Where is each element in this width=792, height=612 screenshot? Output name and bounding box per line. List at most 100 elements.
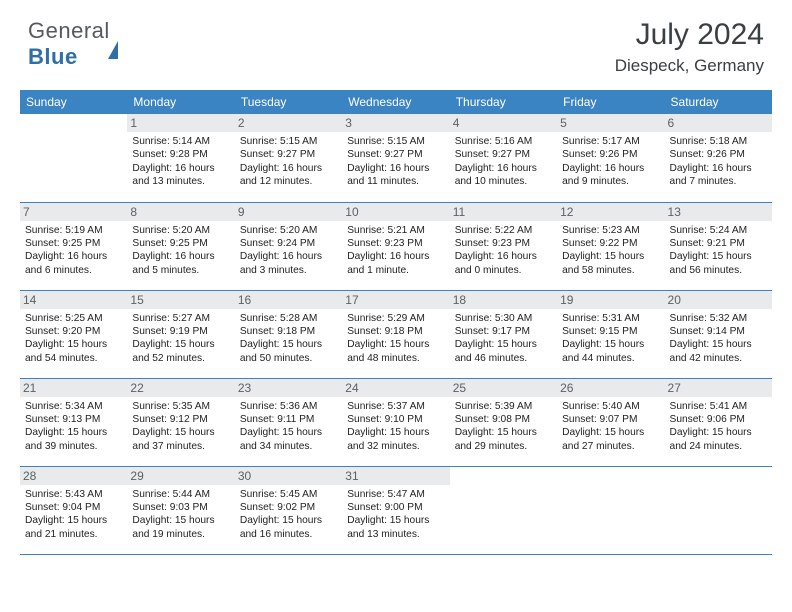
day-details: Sunrise: 5:31 AMSunset: 9:15 PMDaylight:… — [562, 312, 659, 366]
day-number: 7 — [20, 203, 127, 221]
brand-triangle-icon — [108, 16, 118, 59]
day-details: Sunrise: 5:14 AMSunset: 9:28 PMDaylight:… — [132, 135, 229, 189]
brand-part2: Blue — [28, 44, 78, 69]
calendar-week-row: 7 Sunrise: 5:19 AMSunset: 9:25 PMDaylight… — [20, 202, 772, 290]
calendar-day-cell — [557, 466, 664, 554]
day-details: Sunrise: 5:44 AMSunset: 9:03 PMDaylight:… — [132, 488, 229, 542]
calendar-day-cell: 1 Sunrise: 5:14 AMSunset: 9:28 PMDaylight… — [127, 114, 234, 202]
day-details: Sunrise: 5:40 AMSunset: 9:07 PMDaylight:… — [562, 400, 659, 454]
calendar-week-row: 21 Sunrise: 5:34 AMSunset: 9:13 PMDayligh… — [20, 378, 772, 466]
day-details: Sunrise: 5:28 AMSunset: 9:18 PMDaylight:… — [240, 312, 337, 366]
weekday-header: Friday — [557, 90, 664, 114]
day-number: 8 — [127, 203, 234, 221]
day-number: 15 — [127, 291, 234, 309]
calendar-week-row: 14 Sunrise: 5:25 AMSunset: 9:20 PMDayligh… — [20, 290, 772, 378]
day-number: 10 — [342, 203, 449, 221]
weekday-header: Wednesday — [342, 90, 449, 114]
brand-part1: General — [28, 18, 110, 43]
day-details: Sunrise: 5:20 AMSunset: 9:25 PMDaylight:… — [132, 224, 229, 278]
calendar-day-cell: 20Sunrise: 5:32 AMSunset: 9:14 PMDayligh… — [665, 290, 772, 378]
calendar-week-row: 28Sunrise: 5:43 AMSunset: 9:04 PMDayligh… — [20, 466, 772, 554]
calendar-day-cell: 23Sunrise: 5:36 AMSunset: 9:11 PMDayligh… — [235, 378, 342, 466]
day-number: 14 — [20, 291, 127, 309]
location-label: Diespeck, Germany — [615, 56, 764, 76]
header: General Blue July 2024 Diespeck, Germany — [0, 0, 792, 82]
calendar-day-cell: 10 Sunrise: 5:21 AMSunset: 9:23 PMDayligh… — [342, 202, 449, 290]
day-details: Sunrise: 5:19 AMSunset: 9:25 PMDaylight:… — [25, 224, 122, 278]
weekday-header: Sunday — [20, 90, 127, 114]
day-number: 26 — [557, 379, 664, 397]
day-number: 19 — [557, 291, 664, 309]
day-details: Sunrise: 5:22 AMSunset: 9:23 PMDaylight:… — [455, 224, 552, 278]
day-details: Sunrise: 5:27 AMSunset: 9:19 PMDaylight:… — [132, 312, 229, 366]
day-details: Sunrise: 5:34 AMSunset: 9:13 PMDaylight:… — [25, 400, 122, 454]
calendar-day-cell — [450, 466, 557, 554]
calendar-day-cell: 5Sunrise: 5:17 AMSunset: 9:26 PMDaylight… — [557, 114, 664, 202]
day-details: Sunrise: 5:29 AMSunset: 9:18 PMDaylight:… — [347, 312, 444, 366]
calendar-day-cell: 21 Sunrise: 5:34 AMSunset: 9:13 PMDayligh… — [20, 378, 127, 466]
day-details: Sunrise: 5:35 AMSunset: 9:12 PMDaylight:… — [132, 400, 229, 454]
calendar-day-cell: 13 Sunrise: 5:24 AMSunset: 9:21 PMDayligh… — [665, 202, 772, 290]
calendar-day-cell — [20, 114, 127, 202]
calendar-day-cell: 29Sunrise: 5:44 AMSunset: 9:03 PMDayligh… — [127, 466, 234, 554]
brand-text: General Blue — [28, 18, 118, 70]
day-number: 31 — [342, 467, 449, 485]
calendar-day-cell: 7 Sunrise: 5:19 AMSunset: 9:25 PMDaylight… — [20, 202, 127, 290]
day-details: Sunrise: 5:18 AMSunset: 9:26 PMDaylight:… — [670, 135, 767, 189]
calendar-day-cell: 12Sunrise: 5:23 AMSunset: 9:22 PMDayligh… — [557, 202, 664, 290]
brand-logo: General Blue — [28, 18, 118, 70]
day-details: Sunrise: 5:16 AMSunset: 9:27 PMDaylight:… — [455, 135, 552, 189]
calendar-day-cell — [665, 466, 772, 554]
calendar-day-cell: 3Sunrise: 5:15 AMSunset: 9:27 PMDaylight… — [342, 114, 449, 202]
calendar-body: 1 Sunrise: 5:14 AMSunset: 9:28 PMDaylight… — [20, 114, 772, 554]
day-number: 6 — [665, 114, 772, 132]
calendar-day-cell: 24 Sunrise: 5:37 AMSunset: 9:10 PMDayligh… — [342, 378, 449, 466]
day-number: 16 — [235, 291, 342, 309]
day-number: 4 — [450, 114, 557, 132]
calendar-day-cell: 16 Sunrise: 5:28 AMSunset: 9:18 PMDayligh… — [235, 290, 342, 378]
calendar-day-cell: 14 Sunrise: 5:25 AMSunset: 9:20 PMDayligh… — [20, 290, 127, 378]
day-details: Sunrise: 5:24 AMSunset: 9:21 PMDaylight:… — [670, 224, 767, 278]
day-details: Sunrise: 5:41 AMSunset: 9:06 PMDaylight:… — [670, 400, 767, 454]
day-number: 9 — [235, 203, 342, 221]
calendar-day-cell: 31 Sunrise: 5:47 AMSunset: 9:00 PMDayligh… — [342, 466, 449, 554]
day-number: 21 — [20, 379, 127, 397]
day-details: Sunrise: 5:15 AMSunset: 9:27 PMDaylight:… — [240, 135, 337, 189]
day-details: Sunrise: 5:25 AMSunset: 9:20 PMDaylight:… — [25, 312, 122, 366]
day-details: Sunrise: 5:47 AMSunset: 9:00 PMDaylight:… — [347, 488, 444, 542]
day-number: 18 — [450, 291, 557, 309]
calendar-day-cell: 28Sunrise: 5:43 AMSunset: 9:04 PMDayligh… — [20, 466, 127, 554]
weekday-header: Thursday — [450, 90, 557, 114]
day-details: Sunrise: 5:36 AMSunset: 9:11 PMDaylight:… — [240, 400, 337, 454]
calendar-day-cell: 2Sunrise: 5:15 AMSunset: 9:27 PMDaylight… — [235, 114, 342, 202]
calendar-table: SundayMondayTuesdayWednesdayThursdayFrid… — [20, 90, 772, 555]
day-number: 1 — [127, 114, 234, 132]
day-number: 22 — [127, 379, 234, 397]
day-number: 30 — [235, 467, 342, 485]
day-number: 17 — [342, 291, 449, 309]
day-number: 27 — [665, 379, 772, 397]
calendar-day-cell: 8 Sunrise: 5:20 AMSunset: 9:25 PMDaylight… — [127, 202, 234, 290]
calendar-day-cell: 27 Sunrise: 5:41 AMSunset: 9:06 PMDayligh… — [665, 378, 772, 466]
title-block: July 2024 Diespeck, Germany — [615, 18, 764, 76]
calendar-day-cell: 19 Sunrise: 5:31 AMSunset: 9:15 PMDayligh… — [557, 290, 664, 378]
day-number: 24 — [342, 379, 449, 397]
calendar-day-cell: 30Sunrise: 5:45 AMSunset: 9:02 PMDayligh… — [235, 466, 342, 554]
calendar-day-cell: 15 Sunrise: 5:27 AMSunset: 9:19 PMDayligh… — [127, 290, 234, 378]
day-details: Sunrise: 5:23 AMSunset: 9:22 PMDaylight:… — [562, 224, 659, 278]
calendar-day-cell: 6 Sunrise: 5:18 AMSunset: 9:26 PMDaylight… — [665, 114, 772, 202]
calendar-header-row: SundayMondayTuesdayWednesdayThursdayFrid… — [20, 90, 772, 114]
day-number: 3 — [342, 114, 449, 132]
calendar-day-cell: 25Sunrise: 5:39 AMSunset: 9:08 PMDayligh… — [450, 378, 557, 466]
day-number: 13 — [665, 203, 772, 221]
day-details: Sunrise: 5:43 AMSunset: 9:04 PMDaylight:… — [25, 488, 122, 542]
day-details: Sunrise: 5:37 AMSunset: 9:10 PMDaylight:… — [347, 400, 444, 454]
day-details: Sunrise: 5:17 AMSunset: 9:26 PMDaylight:… — [562, 135, 659, 189]
day-details: Sunrise: 5:21 AMSunset: 9:23 PMDaylight:… — [347, 224, 444, 278]
day-details: Sunrise: 5:30 AMSunset: 9:17 PMDaylight:… — [455, 312, 552, 366]
calendar-day-cell: 26 Sunrise: 5:40 AMSunset: 9:07 PMDayligh… — [557, 378, 664, 466]
weekday-header: Monday — [127, 90, 234, 114]
calendar-day-cell: 17 Sunrise: 5:29 AMSunset: 9:18 PMDayligh… — [342, 290, 449, 378]
day-number: 11 — [450, 203, 557, 221]
day-details: Sunrise: 5:39 AMSunset: 9:08 PMDaylight:… — [455, 400, 552, 454]
